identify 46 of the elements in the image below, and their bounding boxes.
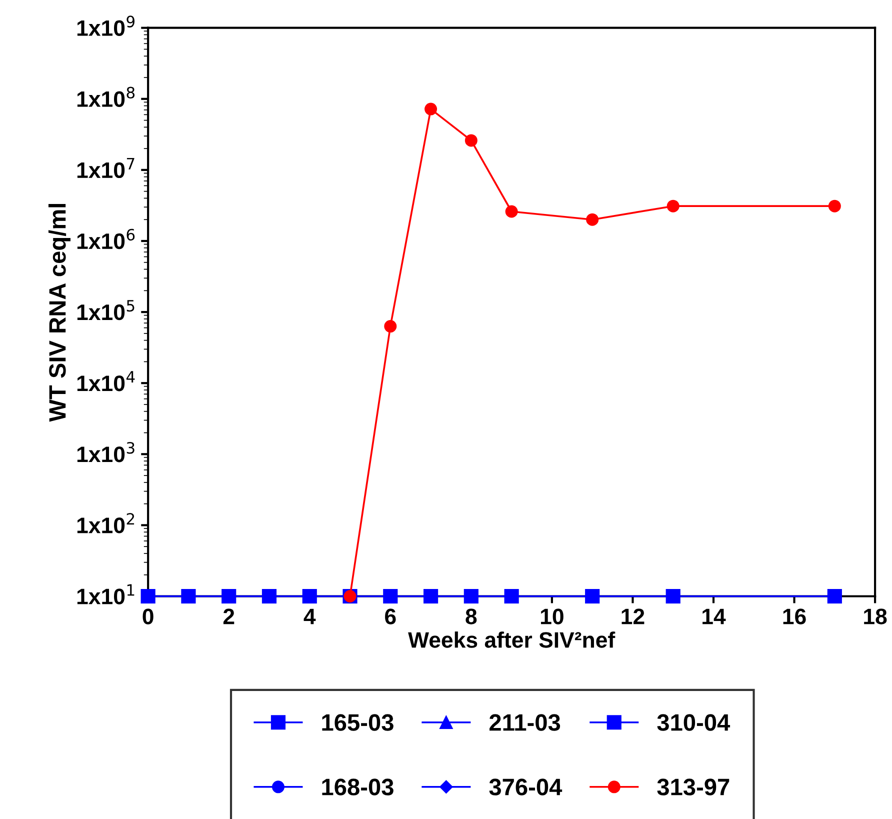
point <box>383 588 398 604</box>
x-tick-label: 4 <box>304 608 316 624</box>
y-tick-label: 1x10$^{9}$ <box>77 16 134 36</box>
y-tick-label: 1x10$^{2}$ <box>77 513 134 534</box>
legend-label: 211-03 <box>490 714 560 731</box>
point <box>140 588 156 604</box>
point <box>424 102 438 116</box>
point <box>585 588 600 604</box>
point <box>464 588 478 604</box>
point <box>302 588 317 604</box>
x-tick-label: 16 <box>783 608 806 624</box>
point <box>828 200 841 212</box>
y-axis-title: WT SIV RNA ceq/ml <box>48 204 70 422</box>
legend-label: 376-04 <box>489 778 562 796</box>
point <box>464 134 478 147</box>
x-tick-label: 14 <box>702 608 726 624</box>
point <box>384 320 397 333</box>
x-tick-label: 6 <box>385 608 396 624</box>
y-tick-label: 1x10$^{4}$ <box>77 371 135 392</box>
point <box>222 588 236 604</box>
y-tick-label: 1x10$^{6}$ <box>77 228 135 250</box>
x-axis-title: Weeks after SIV²nef <box>408 632 616 648</box>
x-tick-label: 18 <box>864 608 887 624</box>
legend-label: 313-97 <box>657 778 730 796</box>
point <box>423 588 438 604</box>
point <box>666 588 680 604</box>
x-tick-label: 10 <box>540 608 564 624</box>
point <box>666 200 680 212</box>
y-tick-label: 1x10$^{1}$ <box>77 584 134 604</box>
point <box>827 588 842 604</box>
x-tick-label: 12 <box>622 608 644 624</box>
point <box>586 213 599 226</box>
point <box>181 588 196 604</box>
y-tick-label: 1x10$^{7}$ <box>77 158 134 178</box>
legend-label: 310-04 <box>657 714 730 731</box>
legend-label: 165-03 <box>322 714 394 731</box>
x-tick-label: 0 <box>142 608 154 624</box>
point <box>504 588 519 604</box>
y-tick-label: 1x10$^{3}$ <box>77 442 134 462</box>
point <box>505 205 518 218</box>
y-tick-label: 1x10$^{5}$ <box>77 300 134 320</box>
legend-label: 168-03 <box>322 778 394 796</box>
x-tick-label: 2 <box>223 608 234 624</box>
x-tick-label: 8 <box>466 608 477 624</box>
point <box>262 588 277 604</box>
y-tick-label: 1x10$^{8}$ <box>77 86 135 107</box>
